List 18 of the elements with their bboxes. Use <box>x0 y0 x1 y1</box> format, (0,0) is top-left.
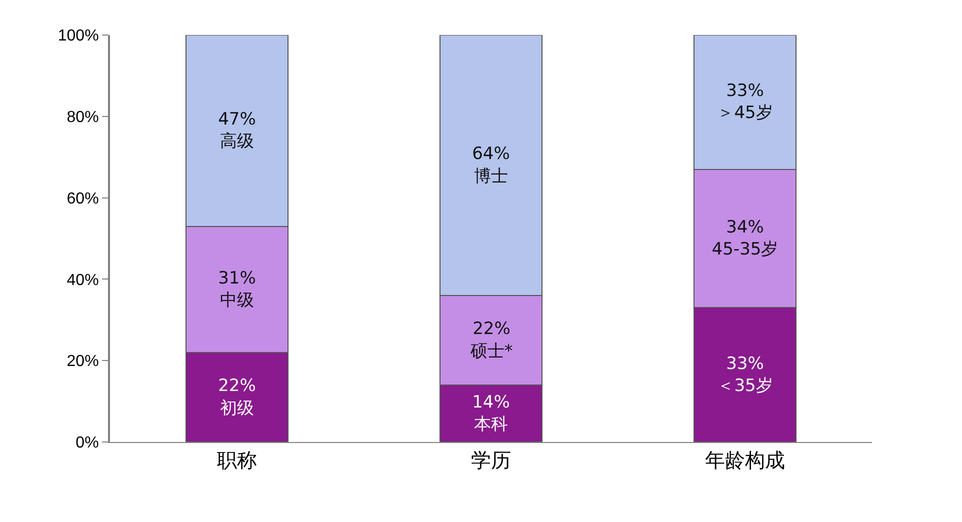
y-tick-label: 40% <box>66 272 99 289</box>
data-label: 31% 中级 <box>218 268 256 310</box>
data-label: 14% 本科 <box>472 392 510 435</box>
y-tick-label: 80% <box>66 109 99 126</box>
data-label: 22% 初级 <box>218 376 256 418</box>
data-label: 22% 硕士* <box>469 319 513 362</box>
data-label: 33% ＞45岁 <box>717 81 773 124</box>
y-tick-label: 100% <box>58 28 99 45</box>
x-tick-label: 职称 <box>217 448 257 472</box>
y-tick-label: 20% <box>66 353 99 370</box>
x-tick-label: 学历 <box>471 448 511 472</box>
data-label: 47% 高级 <box>218 110 256 152</box>
x-tick-label: 年龄构成 <box>705 448 785 472</box>
data-label: 33% ＜35岁 <box>717 354 773 396</box>
y-tick-label: 0% <box>76 434 99 452</box>
data-label: 64% 博士 <box>472 144 510 186</box>
y-tick-label: 60% <box>66 190 99 208</box>
data-label: 34% 45-35岁 <box>712 217 778 260</box>
